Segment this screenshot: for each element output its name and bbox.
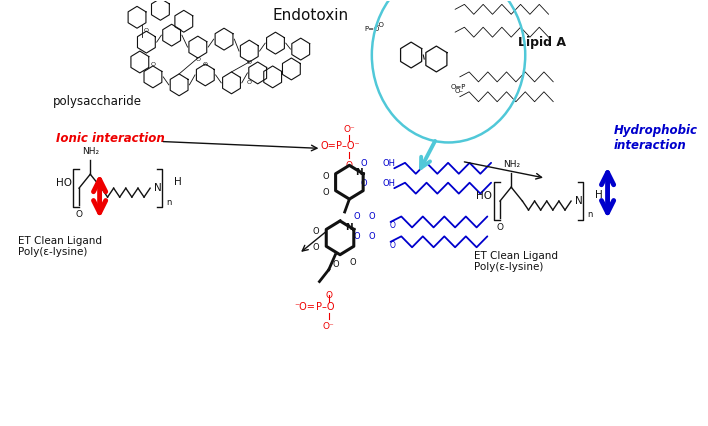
Text: HO: HO — [476, 191, 493, 201]
Text: polysaccharide: polysaccharide — [53, 95, 142, 108]
Text: H: H — [595, 190, 603, 200]
Text: O: O — [350, 258, 356, 267]
Text: O: O — [195, 57, 200, 61]
Text: N: N — [575, 196, 583, 206]
Text: O=: O= — [321, 141, 336, 151]
Text: NH₂: NH₂ — [503, 160, 520, 169]
Text: N: N — [355, 168, 362, 177]
Text: N: N — [346, 223, 353, 233]
Text: n: n — [166, 198, 171, 207]
Text: OH: OH — [382, 178, 395, 188]
Text: OH: OH — [382, 159, 395, 168]
Text: O: O — [313, 227, 319, 236]
Text: O: O — [496, 223, 503, 232]
Text: O: O — [354, 232, 360, 242]
Text: HO: HO — [55, 178, 72, 188]
Text: O⁻: O⁻ — [323, 322, 335, 331]
Text: P–O: P–O — [316, 302, 334, 312]
Text: O: O — [325, 291, 332, 300]
Text: H: H — [174, 177, 182, 187]
Polygon shape — [326, 221, 354, 255]
Text: O: O — [360, 159, 367, 168]
Text: Endotoxin: Endotoxin — [272, 8, 348, 23]
Text: –O: –O — [376, 22, 385, 28]
Text: ET Clean Ligand
Poly(ε-lysine): ET Clean Ligand Poly(ε-lysine) — [474, 251, 558, 272]
Text: O: O — [368, 232, 375, 242]
Text: O: O — [322, 187, 329, 197]
Text: Lipid A: Lipid A — [518, 36, 566, 49]
Text: N: N — [154, 183, 161, 193]
Text: O: O — [202, 63, 208, 67]
Text: O: O — [389, 241, 395, 250]
Text: O: O — [247, 60, 252, 66]
Text: O: O — [76, 210, 83, 219]
Text: O: O — [368, 213, 375, 222]
Text: O=P: O=P — [450, 84, 466, 90]
Text: Hydrophobic
interaction: Hydrophobic interaction — [614, 124, 698, 153]
Text: O: O — [322, 172, 329, 181]
Text: Ionic interaction: Ionic interaction — [56, 132, 164, 145]
Text: O: O — [150, 63, 156, 67]
Text: O: O — [389, 222, 395, 230]
Text: n: n — [587, 210, 593, 219]
Polygon shape — [336, 165, 363, 199]
Text: O: O — [360, 178, 367, 188]
Text: O: O — [332, 260, 338, 269]
Text: ET Clean Ligand
Poly(ε-lysine): ET Clean Ligand Poly(ε-lysine) — [18, 236, 102, 257]
Text: NH₂: NH₂ — [81, 147, 99, 156]
Text: O: O — [346, 161, 353, 170]
Text: O⁻: O⁻ — [343, 125, 355, 134]
Text: ⁻O=: ⁻O= — [295, 302, 316, 312]
Text: O: O — [144, 28, 149, 33]
Text: O: O — [354, 213, 360, 222]
Text: O–: O– — [455, 88, 464, 94]
Text: O: O — [247, 81, 252, 85]
Text: O: O — [313, 243, 319, 252]
Text: P–O⁻: P–O⁻ — [336, 141, 360, 151]
Text: P=O: P=O — [365, 26, 380, 32]
